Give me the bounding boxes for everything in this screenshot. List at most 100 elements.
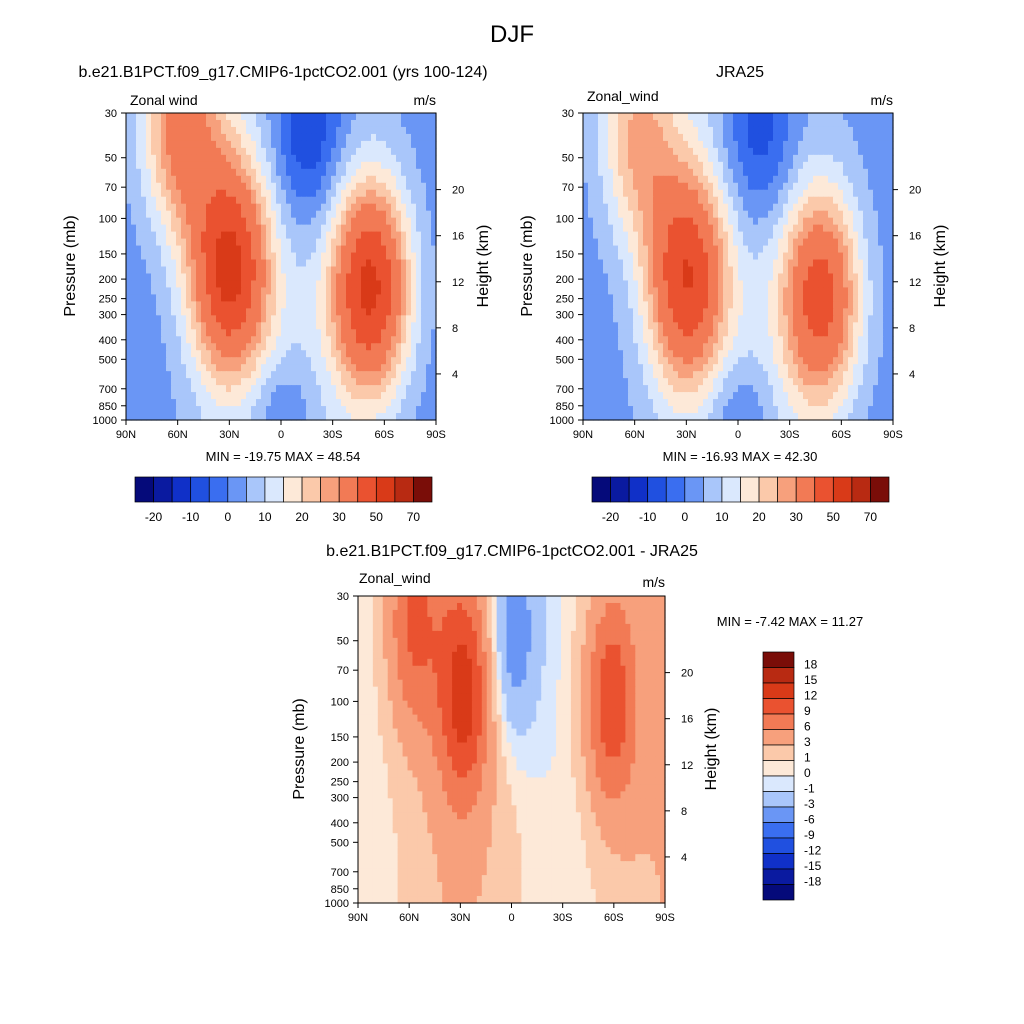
- heatmap-cell: [868, 119, 874, 128]
- heatmap-cell: [306, 217, 312, 226]
- heatmap-cell: [266, 308, 272, 316]
- heatmap-cell: [181, 217, 187, 226]
- heatmap-cell: [266, 406, 272, 414]
- heatmap-cell: [738, 182, 744, 191]
- heatmap-cell: [888, 329, 894, 337]
- heatmap-cell: [166, 280, 172, 289]
- heatmap-cell: [276, 252, 282, 261]
- heatmap-cell: [386, 252, 392, 261]
- heatmap-cell: [301, 273, 307, 282]
- heatmap-cell: [838, 252, 844, 261]
- heatmap-cell: [708, 175, 714, 184]
- heatmap-cell: [608, 224, 614, 233]
- heatmap-cell: [678, 350, 684, 358]
- heatmap-cell: [401, 154, 407, 163]
- heatmap-cell: [236, 161, 242, 170]
- heatmap-cell: [371, 315, 377, 323]
- heatmap-cell: [608, 231, 614, 240]
- heatmap-cell: [608, 259, 614, 268]
- heatmap-cell: [396, 280, 402, 289]
- heatmap-cell: [648, 350, 654, 358]
- heatmap-cell: [748, 140, 754, 149]
- heatmap-cell: [778, 203, 784, 212]
- heatmap-cell: [421, 315, 427, 323]
- heatmap-cell: [171, 294, 177, 302]
- heatmap-cell: [718, 294, 724, 302]
- heatmap-cell: [281, 294, 287, 302]
- heatmap-cell: [206, 322, 212, 330]
- heatmap-cell: [201, 406, 207, 414]
- heatmap-cell: [618, 203, 624, 212]
- heatmap-cell: [713, 133, 719, 142]
- heatmap-cell: [146, 280, 152, 289]
- heatmap-cell: [683, 322, 689, 330]
- heatmap-cell: [341, 308, 347, 316]
- heatmap-cell: [316, 217, 322, 226]
- heatmap-cell: [261, 217, 267, 226]
- heatmap-cell: [688, 133, 694, 142]
- y-tick-label: 700: [99, 384, 117, 396]
- heatmap-cell: [256, 252, 262, 261]
- heatmap-cell: [638, 168, 644, 177]
- heatmap-cell: [628, 266, 634, 275]
- heatmap-cell: [281, 399, 287, 407]
- heatmap-cell: [196, 196, 202, 205]
- heatmap-cell: [683, 217, 689, 226]
- heatmap-cell: [251, 196, 257, 205]
- heatmap-cell: [196, 399, 202, 407]
- heatmap-cell: [256, 266, 262, 275]
- heatmap-cell: [221, 252, 227, 261]
- heatmap-cell: [311, 266, 317, 275]
- heatmap-cell: [863, 266, 869, 275]
- heatmap-cell: [633, 322, 639, 330]
- heatmap-cell: [406, 161, 412, 170]
- heatmap-cell: [643, 217, 649, 226]
- heatmap-cell: [598, 196, 604, 205]
- heatmap-cell: [853, 175, 859, 184]
- heatmap-cell: [743, 322, 749, 330]
- heatmap-cell: [613, 196, 619, 205]
- heatmap-cell: [431, 385, 437, 393]
- heatmap-cell: [321, 231, 327, 240]
- heatmap-cell: [271, 287, 277, 296]
- heatmap-cell: [136, 280, 142, 289]
- heatmap-cell: [663, 182, 669, 191]
- heatmap-cell: [266, 392, 272, 400]
- heatmap-cell: [361, 175, 367, 184]
- heatmap-cell: [808, 259, 814, 268]
- heatmap-cell: [131, 357, 137, 365]
- heatmap-cell: [598, 259, 604, 268]
- heatmap-cell: [753, 224, 759, 233]
- heatmap-cell: [728, 245, 734, 254]
- heatmap-cell: [176, 161, 182, 170]
- heatmap-cell: [276, 294, 282, 302]
- heatmap-cell: [733, 329, 739, 337]
- heatmap-cell: [171, 168, 177, 177]
- heatmap-cell: [788, 224, 794, 233]
- heatmap-cell: [136, 364, 142, 372]
- heatmap-cell: [618, 189, 624, 198]
- heatmap-cell: [146, 210, 152, 219]
- heatmap-cell: [161, 154, 167, 163]
- heatmap-cell: [843, 182, 849, 191]
- heatmap-cell: [708, 336, 714, 344]
- heatmap-cell: [673, 259, 679, 268]
- heatmap-cell: [598, 189, 604, 198]
- heatmap-cell: [196, 385, 202, 393]
- heatmap-cell: [171, 364, 177, 372]
- heatmap-cell: [858, 210, 864, 219]
- heatmap-cell: [813, 266, 819, 275]
- heatmap-cell: [146, 357, 152, 365]
- heatmap-cell: [296, 273, 302, 282]
- heatmap-cell: [773, 154, 779, 163]
- heatmap-cell: [803, 350, 809, 358]
- heatmap-cell: [311, 119, 317, 128]
- heatmap-cell: [346, 224, 352, 233]
- heatmap-cell: [633, 217, 639, 226]
- heatmap-cell: [653, 329, 659, 337]
- heatmap-cell: [346, 238, 352, 247]
- heatmap-cell: [341, 126, 347, 135]
- heatmap-cell: [266, 413, 272, 421]
- heatmap-cell: [838, 133, 844, 142]
- heatmap-cell: [126, 113, 132, 121]
